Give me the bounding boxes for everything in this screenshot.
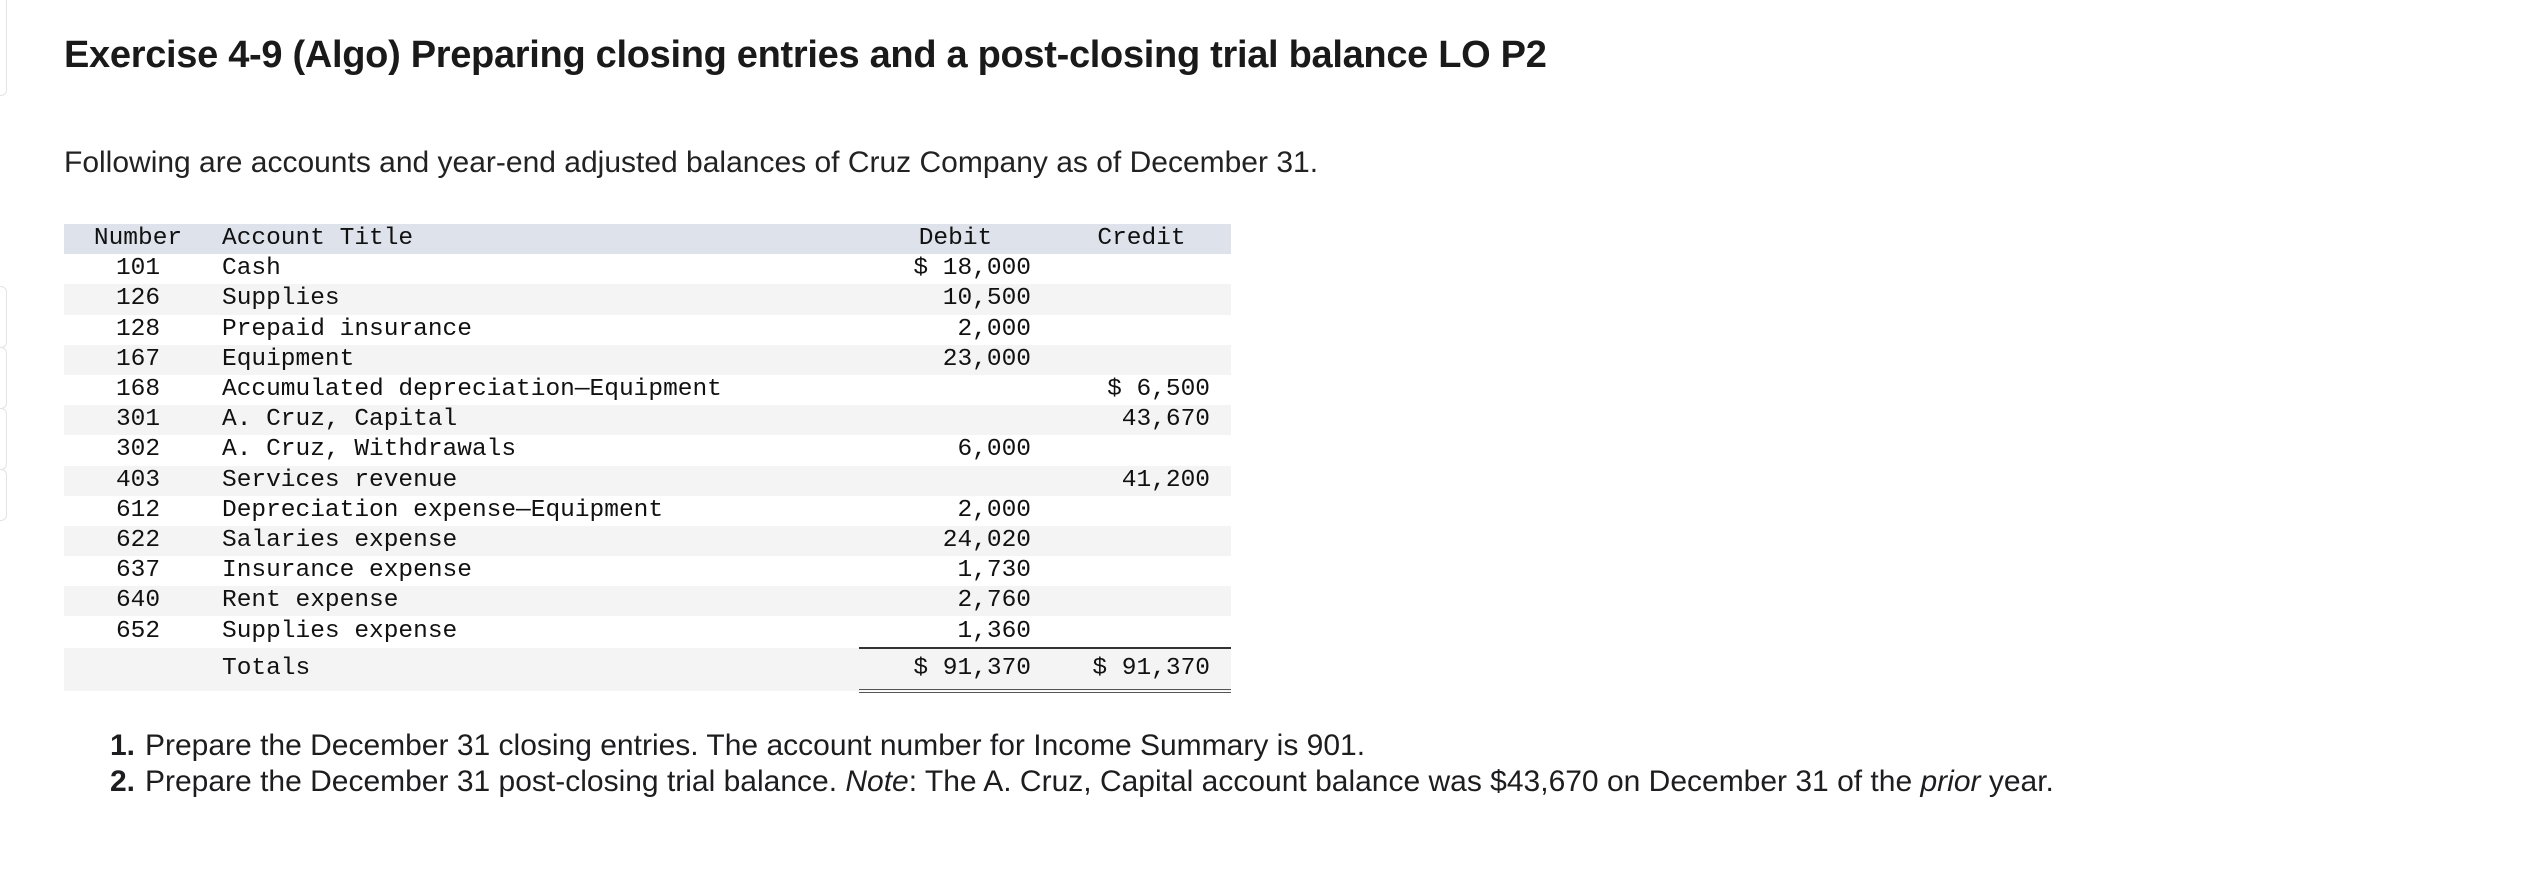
totals-row: Totals $ 91,370 $ 91,370: [64, 647, 1231, 693]
debit-cell: 1,360: [859, 616, 1052, 649]
header-debit: Debit: [918, 225, 993, 253]
prior-word: prior: [1920, 765, 1981, 798]
account-number-cell: 612: [115, 496, 161, 524]
table-row: 622 Salaries expense 24,020: [64, 525, 1231, 557]
task-text: Prepare the December 31 closing entries.…: [145, 729, 1366, 762]
account-number-cell: 403: [115, 466, 161, 494]
task-marker: 1.: [110, 729, 136, 762]
table-row: 126 Supplies 10,500: [64, 284, 1231, 315]
task-text: year.: [1980, 765, 2054, 798]
task-item: 1. Prepare the December 31 closing entri…: [110, 728, 2110, 764]
credit-cell: [1052, 345, 1231, 375]
trial-balance-table: Number Account Title Debit Credit 101 Cas…: [64, 224, 1231, 693]
debit-cell: 6,000: [957, 436, 1031, 464]
frame-edge: [0, 469, 7, 521]
credit-cell: [1052, 496, 1231, 526]
totals-blank-cell: [64, 647, 212, 691]
credit-cell: [1052, 526, 1231, 556]
account-title-cell: Insurance expense: [222, 557, 472, 585]
credit-cell: [1052, 556, 1231, 586]
table-header-row: Number Account Title Debit Credit: [64, 224, 1231, 255]
credit-cell: [1052, 616, 1231, 649]
task-list: 1. Prepare the December 31 closing entri…: [110, 728, 2110, 800]
account-number-cell: 301: [115, 406, 161, 434]
account-number-cell: 637: [115, 557, 161, 585]
debit-cell: $ 18,000: [913, 255, 1031, 283]
account-title-cell: Services revenue: [222, 466, 458, 494]
table-row: 167 Equipment 23,000: [64, 344, 1231, 375]
table-row: 128 Prepaid insurance 2,000: [64, 315, 1231, 345]
task-text: : The A. Cruz, Capital account balance w…: [908, 765, 1921, 798]
frame-edge: [0, 408, 7, 470]
account-title-cell: Supplies: [222, 285, 340, 313]
header-number: Number: [93, 225, 183, 253]
account-number-cell: 167: [115, 345, 161, 373]
account-title-cell: Equipment: [222, 345, 355, 373]
table-row: 301 A. Cruz, Capital 43,670: [64, 405, 1231, 436]
table-row: 637 Insurance expense 1,730: [64, 556, 1231, 586]
account-number-cell: 101: [115, 255, 161, 283]
account-number-cell: 128: [115, 315, 161, 343]
account-title-cell: Depreciation expense—Equipment: [222, 496, 664, 524]
frame-edge: [0, 0, 7, 96]
debit-cell: [859, 466, 1052, 496]
account-number-cell: 622: [115, 526, 161, 554]
debit-cell: 1,730: [957, 557, 1031, 585]
intro-text: Following are accounts and year-end adju…: [64, 146, 1319, 179]
account-number-cell: 640: [115, 587, 161, 615]
task-item: 2. Prepare the December 31 post-closing …: [110, 764, 2110, 800]
account-title-cell: A. Cruz, Withdrawals: [222, 436, 517, 464]
credit-cell: $ 6,500: [1107, 376, 1210, 404]
credit-cell: 41,200: [1121, 466, 1210, 494]
totals-label: Totals: [212, 647, 859, 691]
account-title-cell: Rent expense: [222, 587, 399, 615]
table-row: 652 Supplies expense 1,360: [64, 616, 1231, 649]
account-title-cell: Cash: [222, 255, 281, 283]
task-text: Prepare the December 31 post-closing tri…: [145, 765, 846, 798]
debit-cell: [859, 375, 1052, 405]
credit-cell: [1052, 254, 1231, 284]
debit-cell: 2,000: [957, 496, 1031, 524]
debit-cell: 10,500: [942, 285, 1031, 313]
totals-debit: $ 91,370: [859, 647, 1052, 693]
debit-cell: 23,000: [942, 345, 1031, 373]
credit-cell: 43,670: [1121, 406, 1210, 434]
note-label: Note: [845, 765, 909, 798]
table-row: 168 Accumulated depreciation—Equipment $ 6…: [64, 375, 1231, 405]
credit-cell: [1052, 315, 1231, 345]
debit-cell: 24,020: [942, 526, 1031, 554]
table-row: 612 Depreciation expense—Equipment 2,000: [64, 496, 1231, 526]
header-credit: Credit: [1097, 225, 1186, 253]
credit-cell: [1052, 586, 1231, 616]
table-row: 302 A. Cruz, Withdrawals 6,000: [64, 435, 1231, 465]
account-number-cell: 652: [115, 618, 161, 646]
credit-cell: [1052, 435, 1231, 465]
account-number-cell: 302: [115, 436, 161, 464]
credit-cell: [1052, 284, 1231, 314]
debit-cell: 2,000: [957, 315, 1031, 343]
table-row: 101 Cash $ 18,000: [64, 254, 1231, 284]
totals-credit: $ 91,370: [1052, 647, 1231, 693]
frame-edge: [0, 286, 7, 348]
table-row: 403 Services revenue 41,200: [64, 465, 1231, 496]
account-number-cell: 126: [115, 285, 161, 313]
account-title-cell: A. Cruz, Capital: [222, 406, 458, 434]
account-title-cell: Prepaid insurance: [222, 315, 472, 343]
frame-edge: [0, 347, 7, 409]
debit-cell: [859, 405, 1052, 435]
debit-cell: 2,760: [957, 587, 1031, 615]
account-title-cell: Supplies expense: [222, 618, 458, 646]
task-marker: 2.: [110, 765, 136, 798]
table-body: 101 Cash $ 18,000 126 Supplies 10,500 128 Prepa…: [64, 254, 1231, 693]
header-account-title: Account Title: [222, 225, 414, 253]
account-title-cell: Salaries expense: [222, 526, 458, 554]
account-title-cell: Accumulated depreciation—Equipment: [222, 376, 722, 404]
page-title: Exercise 4-9 (Algo) Preparing closing en…: [64, 34, 1547, 76]
table-row: 640 Rent expense 2,760: [64, 586, 1231, 617]
account-number-cell: 168: [115, 376, 161, 404]
